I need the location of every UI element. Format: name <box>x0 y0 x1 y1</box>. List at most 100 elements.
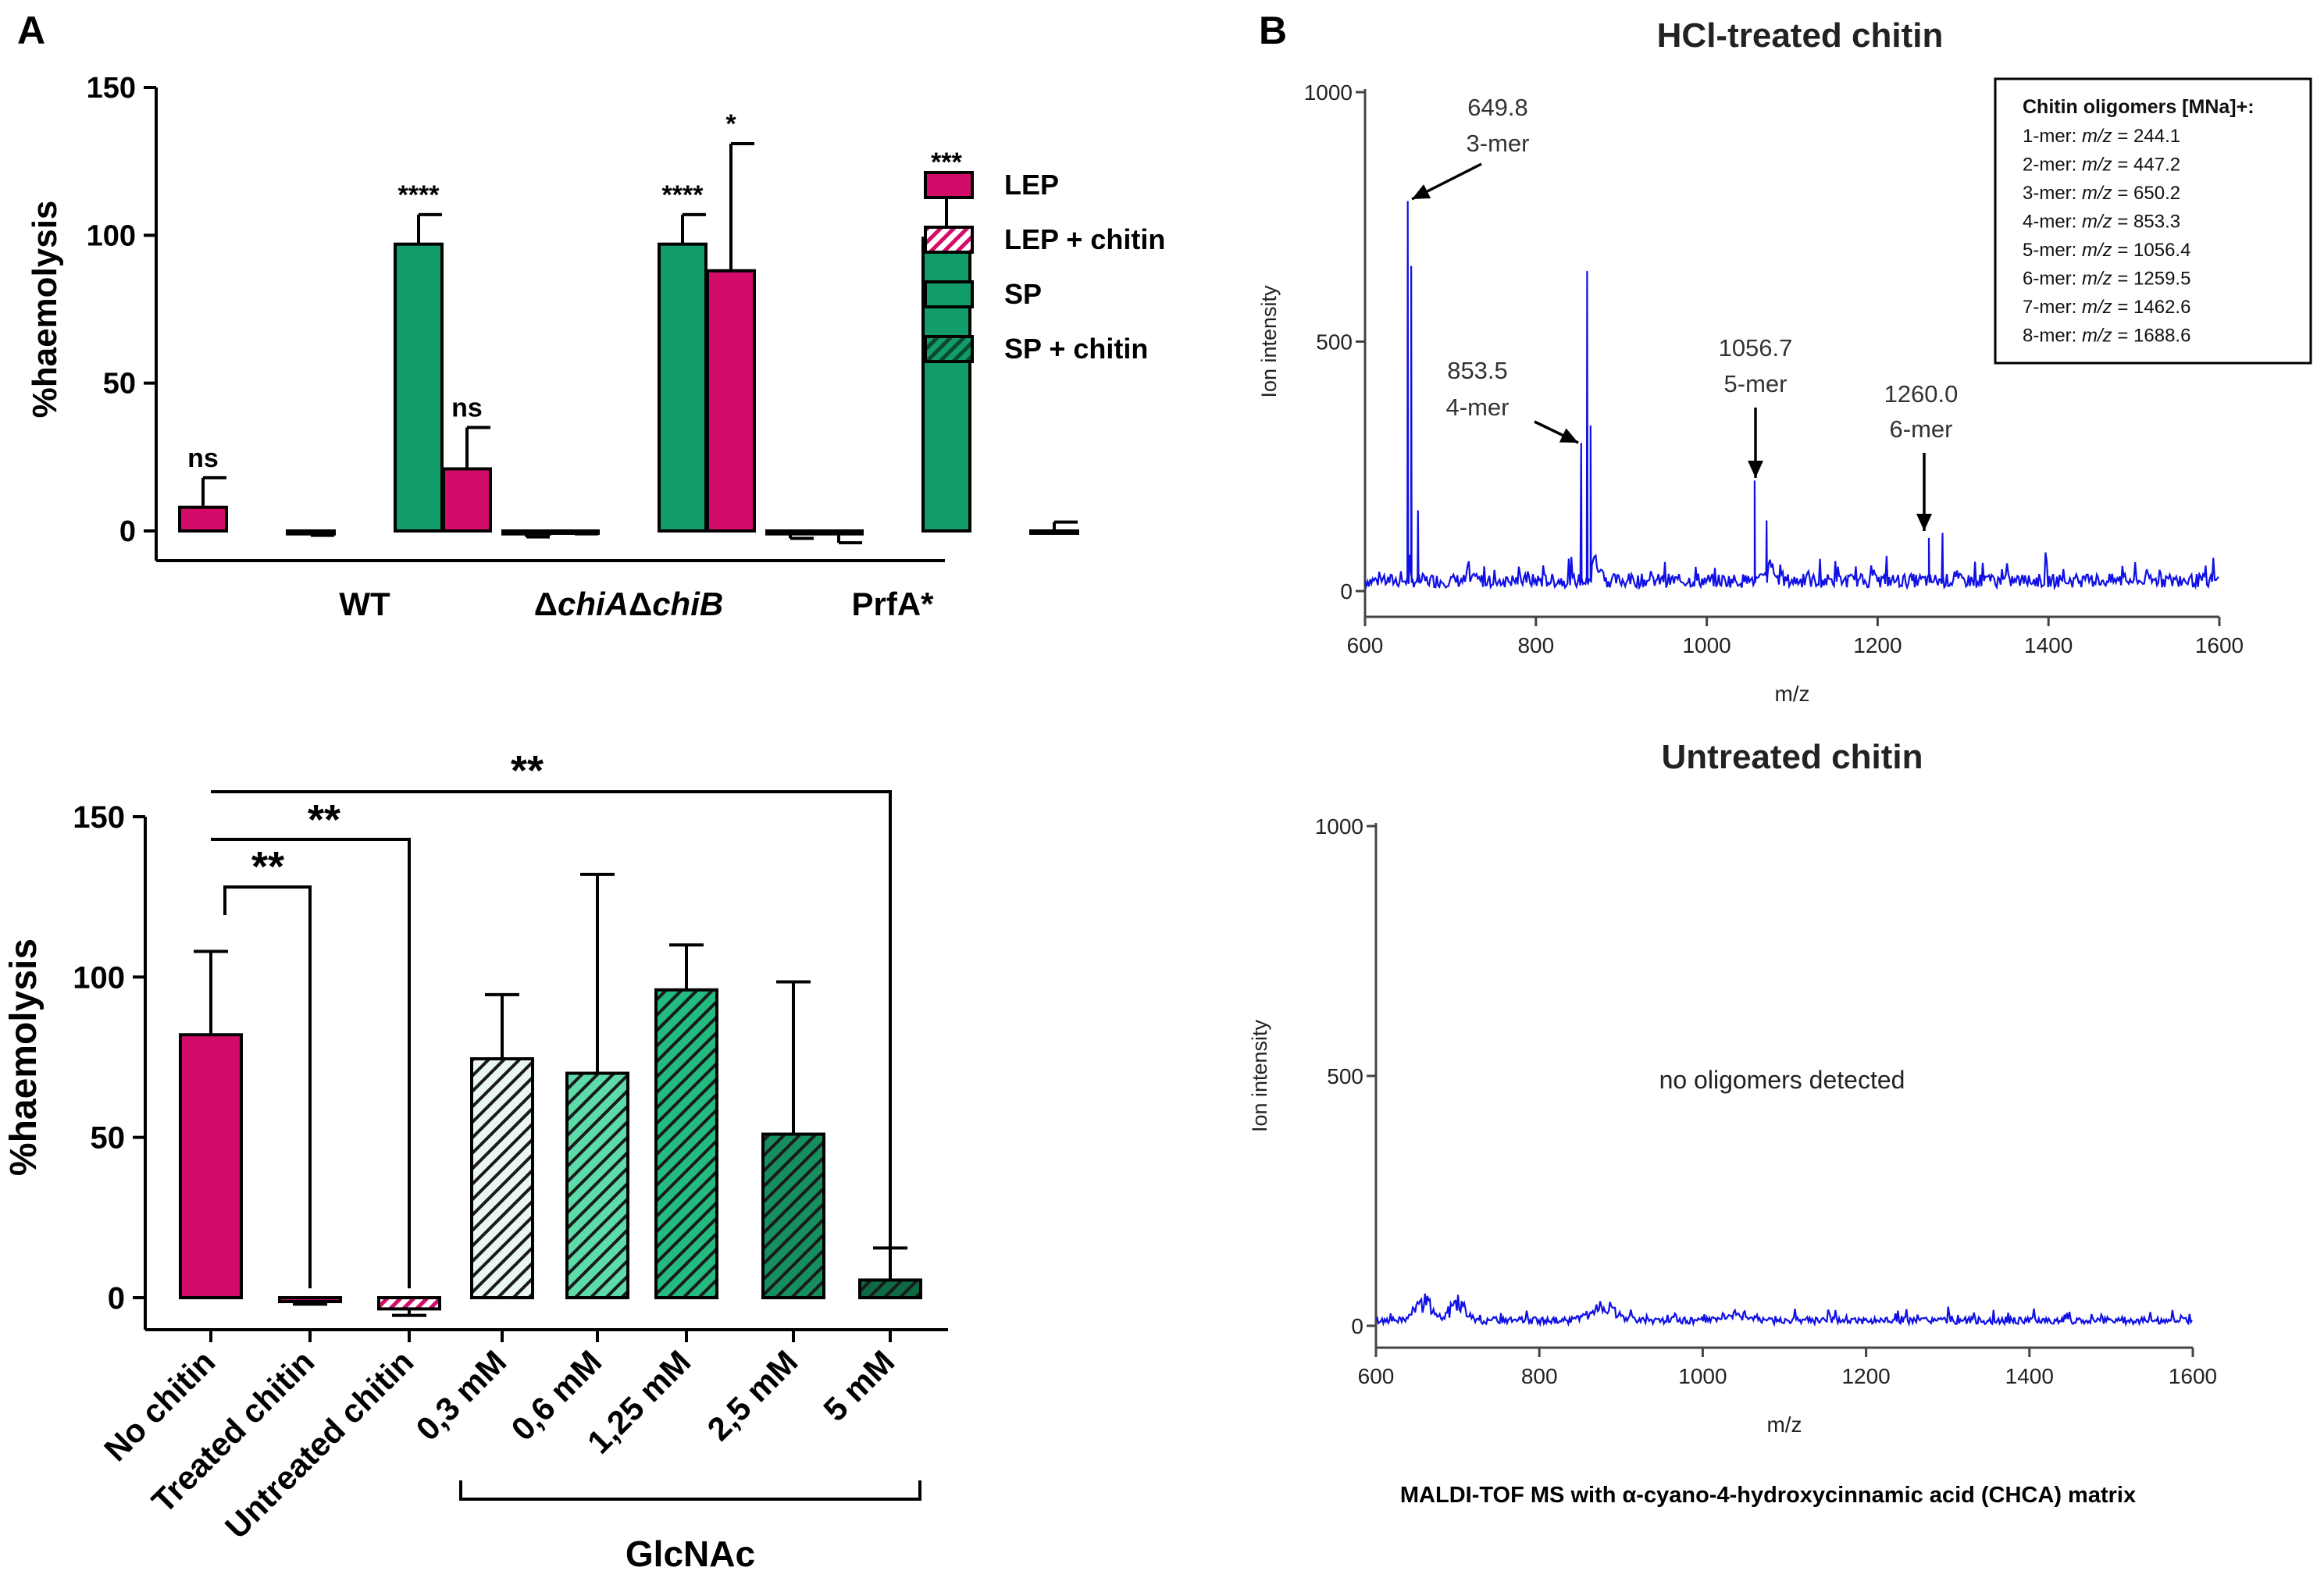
bar <box>654 988 718 1299</box>
panel-a-label: A <box>17 9 45 52</box>
x-tick-label: 1000 <box>1678 1364 1727 1388</box>
x-tick-label: 800 <box>1517 633 1554 657</box>
peak-annotation-label: 3-mer <box>1467 130 1530 157</box>
bar <box>501 529 551 536</box>
y-tick-label: 100 <box>73 960 125 995</box>
peak-point <box>1589 425 1592 428</box>
bar <box>565 1071 629 1299</box>
arrow-head <box>1748 461 1763 478</box>
peak-annotation-label: 6-mer <box>1890 415 1953 443</box>
significance-label: **** <box>398 180 440 210</box>
significance-bracket <box>211 838 411 1288</box>
peak-annotation-label: 5-mer <box>1724 370 1788 397</box>
significance-label: ** <box>251 843 284 890</box>
bar <box>394 242 444 533</box>
significance-label: ** <box>511 747 544 794</box>
bar <box>706 269 756 533</box>
footer-caption: MALDI-TOF MS with α-cyano-4-hydroxycinna… <box>1400 1483 2136 1508</box>
legend-label: SP + chitin <box>1004 333 1148 365</box>
legend-row: 7-mer: m/z = 1462.6 <box>2023 297 2190 318</box>
legend-label: SP <box>1004 278 1042 310</box>
legend-title: Chitin oligomers [MNa]+: <box>2023 96 2254 118</box>
x-tick-label: 800 <box>1521 1364 1558 1388</box>
bar <box>858 1278 922 1299</box>
peak-point <box>1410 265 1413 268</box>
peak-point <box>1580 443 1582 445</box>
x-tick-label: PrfA* <box>851 586 934 622</box>
significance-label: ** <box>308 796 340 843</box>
y-tick-label: 150 <box>87 72 136 105</box>
y-tick-label: 500 <box>1316 330 1353 354</box>
y-tick-label: 50 <box>103 368 136 401</box>
y-axis-label: Ion intensity <box>1257 285 1281 398</box>
y-axis-label: %haemolysis <box>26 201 64 419</box>
bar <box>761 1132 825 1300</box>
x-tick-label: 600 <box>1347 633 1384 657</box>
peak-annotation-value: 1056.7 <box>1719 334 1793 362</box>
bar <box>814 529 864 536</box>
significance-label: ns <box>187 443 219 473</box>
legend-row: 2-mer: m/z = 447.2 <box>2023 155 2180 176</box>
y-tick-label: 150 <box>73 800 125 835</box>
chart-b-top: HCl-treated chitin 0 500 1000 600 800 1000 1200… <box>1257 16 2312 706</box>
legend-swatch <box>924 335 974 363</box>
y-tick-label: 0 <box>1340 579 1353 604</box>
peak-point <box>1941 533 1944 535</box>
significance-bracket <box>223 885 312 1288</box>
y-tick-label: 500 <box>1327 1064 1363 1088</box>
y-tick-label: 1000 <box>1315 814 1363 839</box>
bar <box>470 1057 534 1299</box>
legend-label: LEP <box>1004 169 1059 201</box>
x-tick-label: Untreated chitin <box>218 1343 420 1545</box>
y-tick-label: 0 <box>119 515 136 548</box>
peak-point <box>1417 510 1420 512</box>
bar <box>658 242 708 533</box>
x-tick-label: 0,3 mM <box>408 1343 513 1448</box>
y-tick-label: 0 <box>108 1281 125 1316</box>
peak-annotation-label: 4-mer <box>1446 394 1510 421</box>
legend-row: 8-mer: m/z = 1688.6 <box>2023 326 2190 347</box>
no-oligomers-note: no oligomers detected <box>1659 1066 1905 1094</box>
legend-row: 6-mer: m/z = 1259.5 <box>2023 269 2190 290</box>
legend-label: LEP + chitin <box>1004 223 1165 255</box>
x-tick-label: ΔchiAΔchiB <box>534 586 723 622</box>
chart-title: HCl-treated chitin <box>1657 16 1944 55</box>
legend-row: 1-mer: m/z = 244.1 <box>2023 126 2180 147</box>
bar <box>442 467 492 533</box>
significance-label: ns <box>451 393 483 422</box>
bar <box>179 1033 243 1299</box>
x-axis-label: m/z <box>1766 1412 1802 1437</box>
y-axis-label: Ion intensity <box>1248 1019 1271 1132</box>
x-axis-label: m/z <box>1774 682 1809 706</box>
peak-point <box>1927 537 1930 540</box>
legend-row: 4-mer: m/z = 853.3 <box>2023 212 2180 233</box>
x-tick-label: 1200 <box>1841 1364 1890 1388</box>
significance-label: * <box>725 109 736 139</box>
significance-bracket <box>211 790 892 1265</box>
arrow-head <box>1412 184 1431 199</box>
spectrum-line <box>1375 1293 2193 1327</box>
panel-b-label: B <box>1259 9 1287 52</box>
arrow-head <box>1916 514 1932 531</box>
legend-row: 3-mer: m/z = 650.2 <box>2023 183 2180 204</box>
x-tick-label: 1400 <box>2005 1364 2054 1388</box>
peak-annotation-value: 1260.0 <box>1884 380 1959 408</box>
y-tick-label: 1000 <box>1304 80 1353 105</box>
y-tick-label: 0 <box>1351 1314 1363 1338</box>
y-tick-label: 100 <box>87 219 136 252</box>
x-tick-label: 1400 <box>2024 633 2073 657</box>
bar <box>377 1296 441 1311</box>
bar <box>1029 529 1079 535</box>
peak-point <box>1586 270 1588 273</box>
bar <box>765 529 815 536</box>
oligomer-legend-box <box>1994 77 2312 365</box>
legend-swatch <box>924 171 974 199</box>
y-tick-label: 50 <box>91 1121 126 1156</box>
legend-swatch <box>924 226 974 254</box>
group-bracket-label: GlcNAc <box>626 1533 755 1574</box>
peak-point <box>1753 480 1756 483</box>
chart-title: Untreated chitin <box>1662 738 1923 776</box>
x-tick-label: 1600 <box>2169 1364 2217 1388</box>
peak-annotation-value: 649.8 <box>1467 94 1528 121</box>
